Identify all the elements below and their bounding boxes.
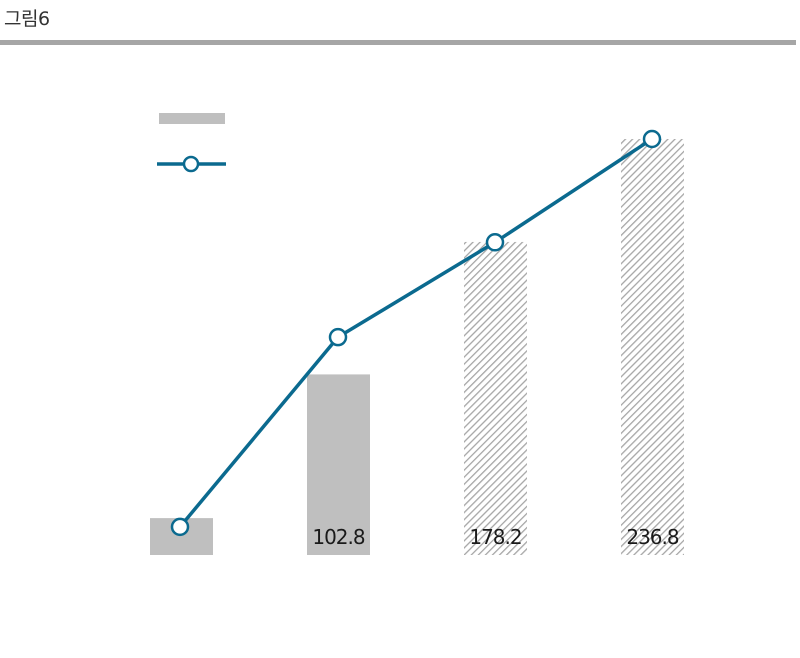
- bar-3: [464, 241, 527, 555]
- legend: [157, 113, 226, 173]
- bar-value-label-2: 102.8: [312, 525, 365, 549]
- line-point-3: [485, 233, 505, 252]
- line-point-2: [328, 327, 348, 347]
- figure-label: 그림6: [4, 8, 50, 30]
- bar-series: [150, 139, 684, 555]
- legend-line-marker: [182, 155, 200, 173]
- bar-2: [307, 374, 370, 555]
- line-point-4: [642, 129, 662, 149]
- line-point-1: [170, 517, 190, 537]
- line-path: [178, 137, 653, 529]
- bar-data-labels: 102.8 178.2 236.8: [312, 525, 680, 549]
- title-rule: [0, 40, 796, 45]
- line-series: [170, 129, 662, 537]
- legend-bar-swatch: [159, 113, 225, 124]
- bar-value-label-4: 236.8: [626, 525, 679, 549]
- bar-value-label-3: 178.2: [469, 525, 521, 549]
- bar-4: [621, 139, 684, 555]
